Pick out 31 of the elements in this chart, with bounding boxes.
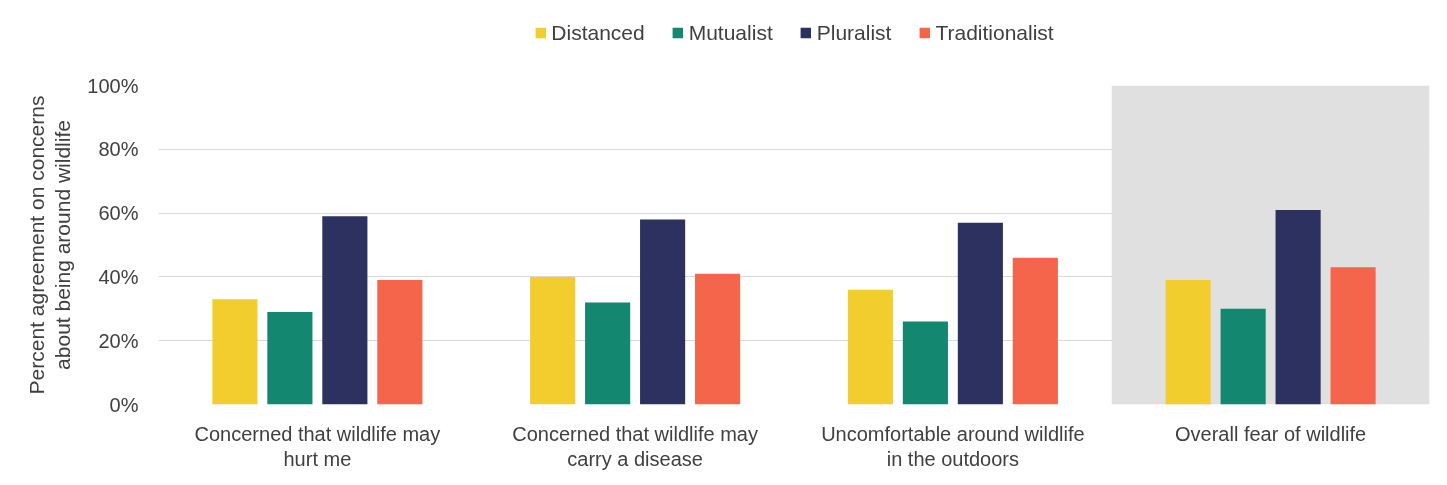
- legend-label: Distanced: [551, 20, 645, 45]
- bar: [267, 311, 313, 405]
- legend-label: Pluralist: [816, 20, 892, 45]
- bar: [1165, 280, 1211, 405]
- y-tick-label: 0%: [109, 393, 139, 416]
- bar: [1220, 308, 1266, 405]
- bar: [212, 299, 258, 405]
- bar: [640, 219, 686, 405]
- bar: [957, 222, 1003, 405]
- bar: [585, 302, 631, 405]
- bar: [1012, 257, 1058, 405]
- y-tick-label: 80%: [98, 138, 139, 161]
- x-tick-label: Concerned that wildlife may carry a disease: [512, 422, 758, 470]
- y-tick-label: 40%: [98, 265, 139, 288]
- y-tick-label: 20%: [98, 329, 139, 352]
- legend-label: Mutualist: [688, 20, 773, 45]
- x-tick-label: Uncomfortable around wildlife in the outdoors: [821, 422, 1085, 470]
- x-tick-label: Overall fear of wildlife: [1175, 422, 1367, 445]
- bar: [695, 273, 741, 405]
- bar: [377, 280, 423, 405]
- bar: [902, 321, 948, 405]
- bar: [1330, 267, 1376, 405]
- bar: [1275, 209, 1321, 405]
- y-tick-label: 100%: [87, 74, 139, 97]
- y-tick-label: 60%: [98, 202, 139, 225]
- x-tick-label: Concerned that wildlife may hurt me: [194, 422, 441, 470]
- bar: [530, 276, 576, 405]
- bar: [322, 216, 368, 405]
- bar: [847, 289, 893, 405]
- legend-label: Traditionalist: [935, 20, 1054, 45]
- y-axis-title: Percent agreement on concerns about being around wildlife: [24, 95, 75, 395]
